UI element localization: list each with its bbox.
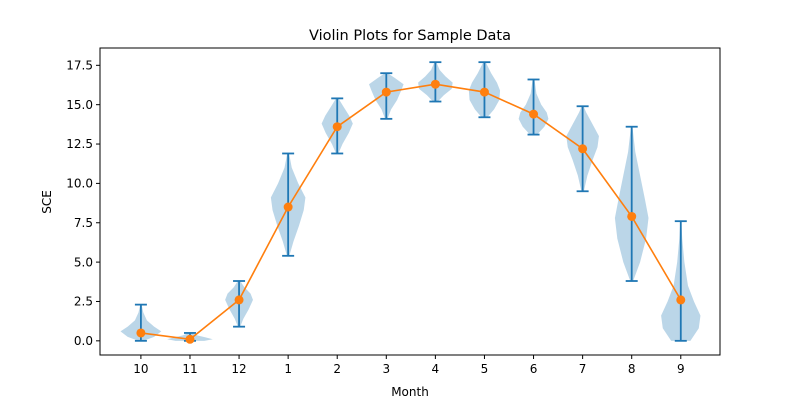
x-tick-label-4: 4 — [432, 362, 440, 376]
line-series-layer — [136, 79, 686, 344]
line-marker-12 — [234, 295, 244, 305]
line-marker-6 — [529, 109, 539, 119]
y-axis-title: SCE — [40, 190, 54, 214]
x-tick-label-8: 8 — [628, 362, 636, 376]
line-marker-1 — [283, 202, 293, 212]
line-marker-5 — [479, 87, 489, 97]
violin-9 — [661, 220, 701, 342]
plot-area-frame — [99, 47, 721, 356]
violin-layer — [120, 61, 701, 342]
line-marker-7 — [578, 144, 588, 154]
line-marker-3 — [381, 87, 391, 97]
x-tick-label-9: 9 — [677, 362, 685, 376]
x-tick-label-10: 10 — [133, 362, 148, 376]
line-marker-4 — [430, 79, 440, 89]
x-tick-label-1: 1 — [284, 362, 292, 376]
x-tick-label-11: 11 — [182, 362, 197, 376]
x-axis-title: Month — [391, 385, 429, 399]
y-tick-label-1: 2.5 — [74, 295, 93, 309]
x-axis: 10 11 12 1 2 3 4 5 6 7 8 9 — [133, 355, 685, 376]
y-tick-label-7: 17.5 — [66, 59, 93, 73]
violin-8 — [614, 125, 649, 282]
line-marker-10 — [136, 328, 146, 338]
line-marker-11 — [185, 334, 195, 344]
x-tick-label-7: 7 — [579, 362, 587, 376]
line-marker-8 — [627, 211, 637, 221]
y-tick-label-2: 5.0 — [74, 255, 93, 269]
line-marker-9 — [676, 295, 686, 305]
line-marker-2 — [332, 122, 342, 132]
y-tick-label-4: 10.0 — [66, 177, 93, 191]
violin-6 — [518, 78, 549, 136]
line-series-path — [140, 83, 682, 341]
y-tick-label-0: 0.0 — [74, 334, 93, 348]
x-tick-label-3: 3 — [382, 362, 390, 376]
x-tick-label-5: 5 — [481, 362, 489, 376]
y-axis: 0.0 2.5 5.0 7.5 10.0 12.5 15.0 17.5 — [66, 59, 100, 348]
x-tick-label-2: 2 — [333, 362, 341, 376]
x-tick-label-12: 12 — [231, 362, 246, 376]
x-tick-label-6: 6 — [530, 362, 538, 376]
y-tick-label-6: 15.0 — [66, 98, 93, 112]
y-tick-label-5: 12.5 — [66, 137, 93, 151]
chart-title: Violin Plots for Sample Data — [309, 28, 511, 44]
y-tick-label-3: 7.5 — [74, 216, 93, 230]
